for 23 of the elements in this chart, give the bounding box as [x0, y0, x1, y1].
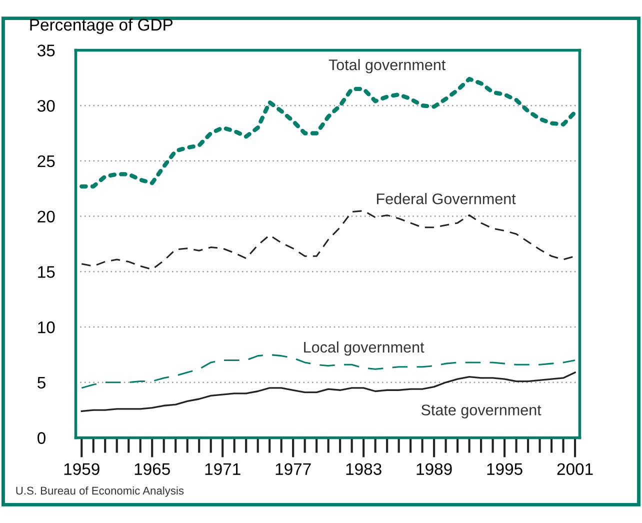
y-tick-label: 15: [38, 266, 55, 278]
y-tick-label: 0: [38, 432, 46, 444]
series-label: Federal Government: [377, 193, 516, 204]
y-tick-label: 30: [38, 100, 55, 112]
y-tick-label: 20: [38, 210, 55, 222]
y-tick-label: 25: [38, 155, 55, 168]
y-tick-label: 35: [38, 44, 55, 56]
x-tick-label: 1971: [205, 463, 240, 475]
series-label: Total government: [328, 59, 446, 74]
x-tick-label: 1989: [416, 463, 452, 475]
x-tick-label: 1977: [276, 463, 311, 475]
line-series: [80, 76, 578, 188]
x-tick-label: 1959: [64, 463, 100, 475]
y-tick-label: 5: [38, 376, 46, 389]
x-tick-label: 1995: [487, 463, 522, 475]
y-tick-label: 10: [38, 321, 55, 334]
text: U.S. Bureau of Economic Analysis: [16, 486, 184, 497]
series-label: State government: [421, 404, 542, 418]
x-tick-label: 1983: [346, 463, 382, 475]
x-tick-label: 2001: [557, 463, 593, 475]
y-axis-title: Percentage of GDP: [30, 18, 173, 34]
series-label: Local government: [304, 341, 424, 356]
x-tick-label: 1965: [134, 463, 170, 475]
